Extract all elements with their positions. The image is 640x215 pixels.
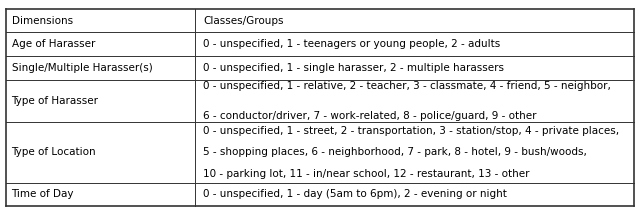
Text: Age of Harasser: Age of Harasser <box>12 39 95 49</box>
Text: 5 - shopping places, 6 - neighborhood, 7 - park, 8 - hotel, 9 - bush/woods,: 5 - shopping places, 6 - neighborhood, 7… <box>203 147 587 157</box>
Text: Dimensions: Dimensions <box>12 15 73 26</box>
Text: 0 - unspecified, 1 - teenagers or young people, 2 - adults: 0 - unspecified, 1 - teenagers or young … <box>203 39 500 49</box>
Text: 0 - unspecified, 1 - single harasser, 2 - multiple harassers: 0 - unspecified, 1 - single harasser, 2 … <box>203 63 504 73</box>
Text: Type of Location: Type of Location <box>12 147 96 157</box>
Text: 0 - unspecified, 1 - day (5am to 6pm), 2 - evening or night: 0 - unspecified, 1 - day (5am to 6pm), 2… <box>203 189 507 200</box>
Text: Type of Harasser: Type of Harasser <box>12 96 99 106</box>
Text: 0 - unspecified, 1 - relative, 2 - teacher, 3 - classmate, 4 - friend, 5 - neigh: 0 - unspecified, 1 - relative, 2 - teach… <box>203 81 611 91</box>
Text: Single/Multiple Harasser(s): Single/Multiple Harasser(s) <box>12 63 152 73</box>
Text: Time of Day: Time of Day <box>12 189 74 200</box>
Text: Classes/Groups: Classes/Groups <box>203 15 284 26</box>
Text: 0 - unspecified, 1 - street, 2 - transportation, 3 - station/stop, 4 - private p: 0 - unspecified, 1 - street, 2 - transpo… <box>203 126 619 136</box>
Text: 6 - conductor/driver, 7 - work-related, 8 - police/guard, 9 - other: 6 - conductor/driver, 7 - work-related, … <box>203 111 536 121</box>
Text: 10 - parking lot, 11 - in/near school, 12 - restaurant, 13 - other: 10 - parking lot, 11 - in/near school, 1… <box>203 169 529 178</box>
